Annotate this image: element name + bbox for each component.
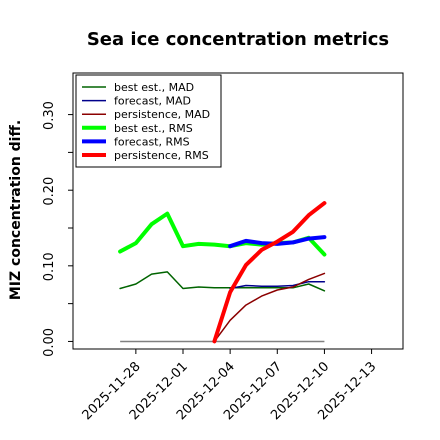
legend-label: best est., RMS	[114, 122, 193, 135]
chart-title: Sea ice concentration metrics	[87, 29, 389, 50]
y-axis: 0.00 0.10 0.20 0.30	[42, 101, 73, 357]
series-forecast-rms	[228, 235, 327, 249]
plot-area	[72, 72, 404, 350]
series-persistence-rms	[212, 201, 327, 344]
y-tick-label: 0.30	[42, 101, 57, 130]
legend-label: persistence, RMS	[114, 149, 209, 162]
y-tick-label: 0.10	[42, 252, 57, 281]
y-tick-label: 0.20	[42, 177, 57, 206]
y-axis-label: MIZ concentration diff.	[8, 120, 24, 300]
legend-label: persistence, MAD	[114, 108, 210, 121]
series-best-est-rms	[118, 211, 327, 257]
y-tick-label: 0.00	[42, 328, 57, 357]
series-layer	[118, 201, 327, 344]
series-best-est-mad	[119, 271, 326, 292]
legend-label: best est., MAD	[114, 81, 194, 94]
series-forecast-mad	[229, 280, 326, 290]
legend-label: forecast, RMS	[114, 135, 190, 148]
legend-label: forecast, MAD	[114, 95, 191, 108]
series-persistence-mad	[213, 272, 326, 343]
plot-frame	[72, 72, 404, 350]
legend-box	[75, 74, 222, 168]
x-axis: 2025-11-282025-12-012025-12-042025-12-07…	[80, 349, 379, 423]
